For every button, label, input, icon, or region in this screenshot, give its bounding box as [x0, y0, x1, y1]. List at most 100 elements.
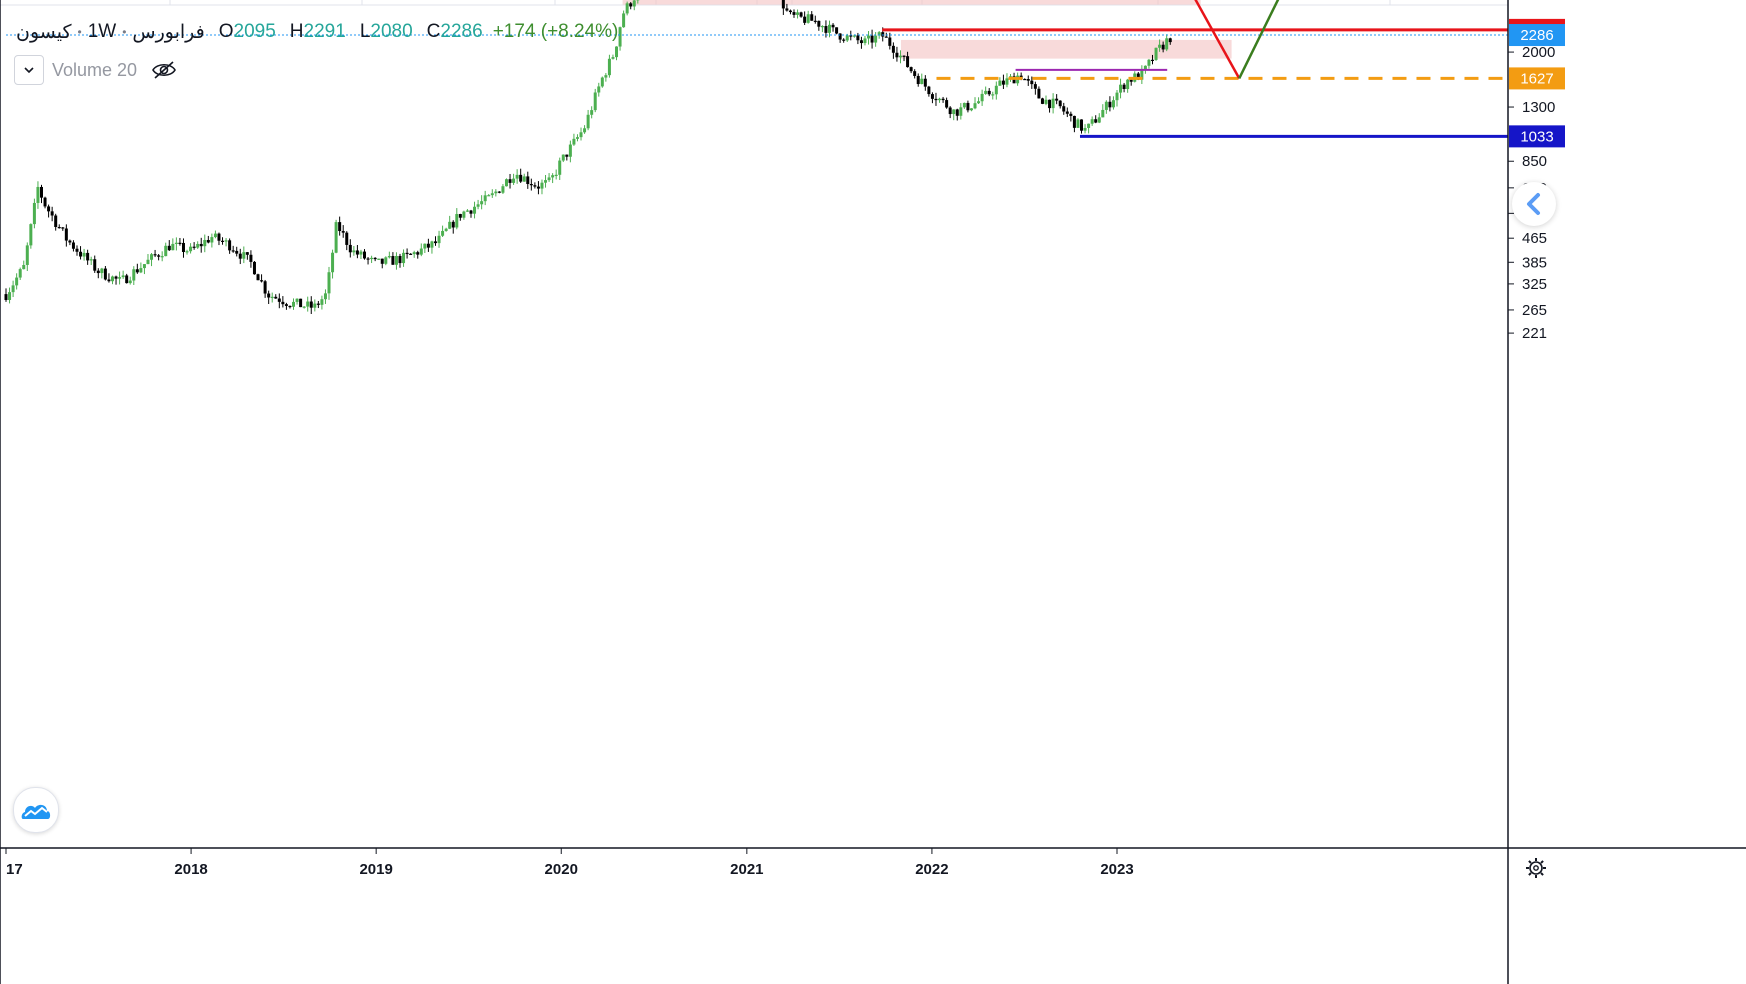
candle[interactable] [1062, 102, 1066, 115]
candle[interactable] [1005, 73, 1009, 88]
candle[interactable] [281, 296, 285, 308]
candle[interactable] [260, 274, 264, 283]
candle[interactable] [15, 273, 19, 290]
candle[interactable] [153, 249, 157, 258]
candle[interactable] [402, 249, 406, 267]
candle[interactable] [1097, 113, 1101, 124]
candle[interactable] [817, 20, 821, 31]
candle[interactable] [526, 171, 530, 189]
candle[interactable] [831, 23, 835, 32]
candle[interactable] [906, 51, 910, 68]
candle[interactable] [213, 230, 217, 239]
candle[interactable] [504, 178, 508, 187]
candle[interactable] [1001, 74, 1005, 89]
interval-label[interactable]: 1W [87, 21, 117, 42]
candle[interactable] [593, 88, 597, 113]
candle[interactable] [483, 190, 487, 206]
candle[interactable] [575, 134, 579, 142]
candle[interactable] [178, 237, 182, 246]
supply-zone[interactable] [900, 39, 1232, 59]
candle[interactable] [150, 253, 154, 267]
candle[interactable] [565, 154, 569, 161]
candle[interactable] [781, 0, 785, 15]
candle[interactable] [1090, 116, 1094, 126]
candle[interactable] [1111, 96, 1115, 110]
candle[interactable] [306, 296, 310, 312]
candle[interactable] [515, 169, 519, 184]
candle[interactable] [1069, 111, 1073, 122]
candle[interactable] [345, 231, 349, 251]
candle[interactable] [50, 206, 54, 222]
candle[interactable] [1119, 78, 1123, 99]
candle[interactable] [231, 245, 235, 253]
candle[interactable] [1094, 115, 1098, 124]
candle[interactable] [842, 38, 846, 43]
candle[interactable] [121, 270, 125, 279]
candle[interactable] [1023, 78, 1027, 81]
candle[interactable] [962, 102, 966, 109]
candle[interactable] [132, 266, 136, 285]
candle[interactable] [785, 3, 789, 12]
candle[interactable] [607, 54, 611, 78]
candle[interactable] [96, 268, 100, 279]
candle[interactable] [377, 258, 381, 260]
candle[interactable] [355, 245, 359, 259]
candle[interactable] [263, 279, 267, 298]
candle[interactable] [930, 92, 934, 104]
candle[interactable] [398, 253, 402, 268]
candle[interactable] [39, 184, 43, 204]
candle[interactable] [366, 256, 370, 265]
candle[interactable] [1168, 37, 1172, 45]
candle[interactable] [71, 240, 75, 252]
candle[interactable] [1147, 58, 1151, 69]
candle[interactable] [288, 305, 292, 309]
candle[interactable] [1033, 81, 1037, 95]
candle[interactable] [994, 81, 998, 100]
candle[interactable] [171, 238, 175, 251]
candle[interactable] [568, 140, 572, 163]
candle[interactable] [235, 246, 239, 257]
candle[interactable] [1072, 115, 1076, 133]
candle[interactable] [909, 66, 913, 74]
candle[interactable] [1133, 71, 1137, 83]
candle[interactable] [934, 92, 938, 106]
candle[interactable] [157, 254, 161, 261]
candle[interactable] [529, 178, 533, 191]
candle[interactable] [437, 230, 441, 248]
candle[interactable] [827, 20, 831, 38]
candle[interactable] [923, 75, 927, 91]
candle[interactable] [788, 9, 792, 15]
candle[interactable] [920, 73, 924, 85]
candle[interactable] [625, 1, 629, 16]
candle[interactable] [813, 15, 817, 24]
candle[interactable] [174, 237, 178, 251]
candle[interactable] [1165, 34, 1169, 52]
candle[interactable] [203, 234, 207, 253]
symbol-name[interactable]: کیسون [16, 21, 72, 43]
candle[interactable] [611, 54, 615, 60]
candle[interactable] [1026, 75, 1030, 86]
candle[interactable] [859, 36, 863, 49]
candle[interactable] [561, 154, 565, 163]
candle[interactable] [309, 296, 313, 314]
candle[interactable] [1158, 39, 1162, 52]
candle[interactable] [583, 125, 587, 134]
candle[interactable] [540, 179, 544, 195]
candle[interactable] [913, 69, 917, 79]
candle[interactable] [430, 240, 434, 254]
candle[interactable] [476, 199, 480, 210]
candle[interactable] [252, 261, 256, 275]
candle[interactable] [458, 213, 462, 221]
candle[interactable] [604, 73, 608, 82]
candle[interactable] [955, 108, 959, 121]
candle[interactable] [242, 246, 246, 264]
volume-label[interactable]: Volume 20 [52, 59, 138, 80]
candle[interactable] [238, 248, 242, 265]
candle[interactable] [636, 0, 640, 4]
candle[interactable] [433, 236, 437, 246]
candle[interactable] [977, 97, 981, 105]
candle[interactable] [1087, 123, 1091, 134]
candle[interactable] [469, 209, 473, 218]
candle[interactable] [856, 32, 860, 45]
candle[interactable] [473, 201, 477, 219]
